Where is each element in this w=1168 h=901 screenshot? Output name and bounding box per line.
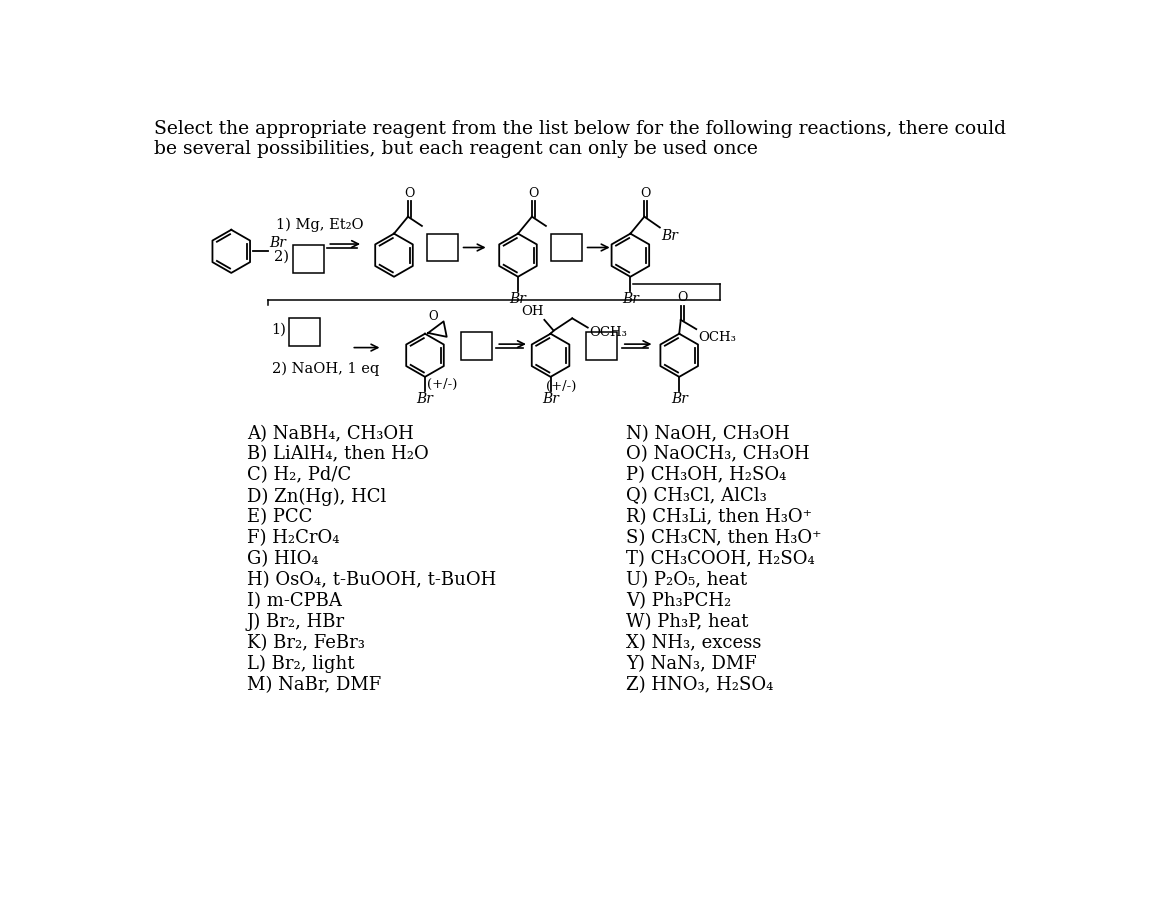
Text: U) P₂O₅, heat: U) P₂O₅, heat [626, 571, 748, 589]
Text: Br: Br [509, 292, 527, 306]
Text: M) NaBr, DMF: M) NaBr, DMF [246, 676, 381, 694]
Text: J) Br₂, HBr: J) Br₂, HBr [246, 613, 345, 632]
Text: O: O [677, 291, 688, 305]
Text: Z) HNO₃, H₂SO₄: Z) HNO₃, H₂SO₄ [626, 676, 774, 694]
Text: OCH₃: OCH₃ [697, 331, 736, 343]
Text: G) HIO₄: G) HIO₄ [246, 551, 319, 569]
Text: S) CH₃CN, then H₃O⁺: S) CH₃CN, then H₃O⁺ [626, 529, 822, 547]
Text: I) m-CPBA: I) m-CPBA [246, 592, 341, 610]
Text: be several possibilities, but each reagent can only be used once: be several possibilities, but each reage… [154, 140, 758, 158]
Text: A) NaBH₄, CH₃OH: A) NaBH₄, CH₃OH [246, 424, 413, 442]
Text: Q) CH₃Cl, AlCl₃: Q) CH₃Cl, AlCl₃ [626, 487, 767, 505]
Text: W) Ph₃P, heat: W) Ph₃P, heat [626, 613, 749, 631]
Text: P) CH₃OH, H₂SO₄: P) CH₃OH, H₂SO₄ [626, 467, 787, 485]
Bar [586, 332, 617, 359]
Bar [426, 233, 458, 261]
Text: 2) NaOH, 1 eq: 2) NaOH, 1 eq [271, 361, 378, 376]
Text: B) LiAlH₄, then H₂O: B) LiAlH₄, then H₂O [246, 445, 429, 463]
Text: Br: Br [670, 392, 688, 406]
Text: Y) NaN₃, DMF: Y) NaN₃, DMF [626, 655, 757, 673]
Text: H) OsO₄, t-BuOOH, t-BuOH: H) OsO₄, t-BuOOH, t-BuOH [246, 571, 496, 589]
Text: O: O [404, 187, 415, 200]
Text: OH: OH [521, 305, 543, 318]
Text: Br: Br [542, 392, 559, 406]
Bar [293, 245, 325, 273]
Text: T) CH₃COOH, H₂SO₄: T) CH₃COOH, H₂SO₄ [626, 551, 815, 569]
Text: 2): 2) [273, 250, 288, 264]
Text: X) NH₃, excess: X) NH₃, excess [626, 634, 762, 652]
Text: Br: Br [661, 229, 679, 243]
Bar [290, 318, 320, 346]
Text: O: O [528, 187, 538, 200]
Text: OCH₃: OCH₃ [590, 326, 627, 339]
Text: Select the appropriate reagent from the list below for the following reactions, : Select the appropriate reagent from the … [154, 121, 1006, 139]
Bar [550, 233, 582, 261]
Text: O: O [427, 310, 438, 323]
Text: 1): 1) [271, 323, 286, 337]
Text: (+/-): (+/-) [547, 379, 577, 393]
Text: R) CH₃Li, then H₃O⁺: R) CH₃Li, then H₃O⁺ [626, 508, 813, 526]
Text: O: O [641, 187, 651, 200]
Text: Br: Br [621, 292, 639, 306]
Text: V) Ph₃PCH₂: V) Ph₃PCH₂ [626, 592, 731, 610]
Text: C) H₂, Pd/C: C) H₂, Pd/C [246, 467, 352, 485]
Text: D) Zn(Hg), HCl: D) Zn(Hg), HCl [246, 487, 387, 505]
Text: Br: Br [270, 236, 286, 250]
Bar [460, 332, 492, 359]
Text: F) H₂CrO₄: F) H₂CrO₄ [246, 529, 339, 547]
Text: (+/-): (+/-) [426, 378, 457, 391]
Text: 1) Mg, Et₂O: 1) Mg, Et₂O [276, 218, 363, 232]
Text: O) NaOCH₃, CH₃OH: O) NaOCH₃, CH₃OH [626, 445, 811, 463]
Text: L) Br₂, light: L) Br₂, light [246, 655, 354, 673]
Text: N) NaOH, CH₃OH: N) NaOH, CH₃OH [626, 424, 791, 442]
Text: K) Br₂, FeBr₃: K) Br₂, FeBr₃ [246, 634, 364, 652]
Text: E) PCC: E) PCC [246, 508, 312, 526]
Text: Br: Br [417, 392, 433, 406]
